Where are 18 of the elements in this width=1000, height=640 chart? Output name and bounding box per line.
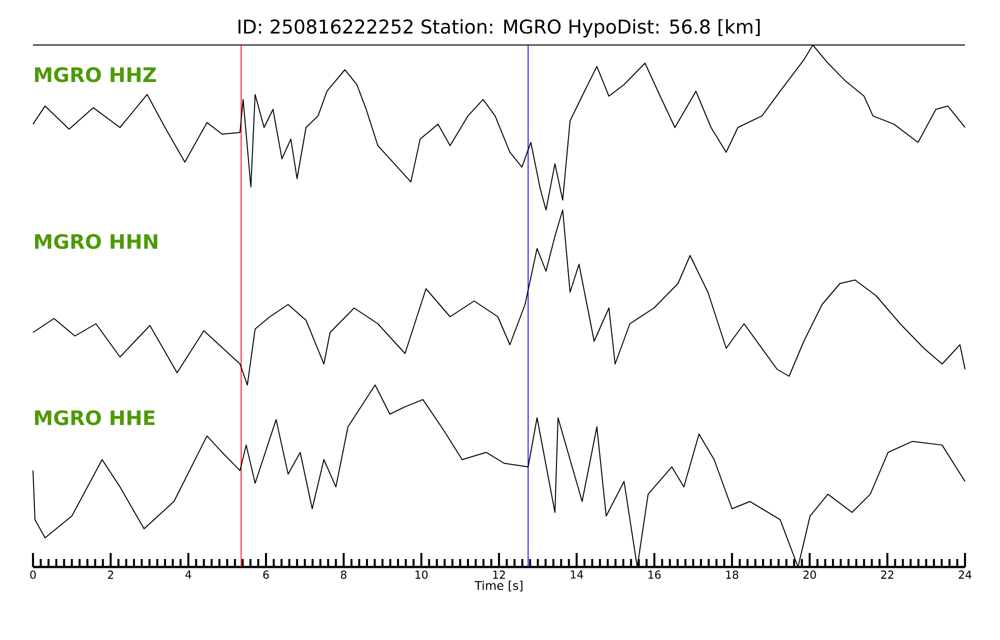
text: MGRO HHN	[35, 234, 158, 250]
x-tick-label: 4	[185, 570, 192, 579]
x-tick-label: 20	[803, 570, 816, 579]
series-label: MGRO HHZ	[35, 67, 156, 82]
x-tick-label: 10	[416, 570, 428, 579]
x-tick-label: 24	[958, 570, 972, 579]
x-tick-label: 8	[340, 570, 346, 579]
x-axis-title: Time [s]	[474, 580, 522, 592]
x-tick-label: 0	[30, 570, 36, 579]
x-tick-label: 22	[881, 570, 894, 579]
x-tick-label: 12	[493, 570, 505, 579]
x-tick-label: 2	[108, 570, 114, 579]
x-tick-label: 14	[570, 570, 584, 579]
chart-title: ID: 250816222252 Station: MGRO HypoDist: 56.8 [km]	[238, 19, 760, 38]
x-tick-label: 18	[726, 570, 738, 579]
x-tick-label: 6	[263, 570, 269, 579]
text: MGRO HHE	[35, 410, 155, 426]
x-tick-label: 16	[648, 570, 661, 579]
